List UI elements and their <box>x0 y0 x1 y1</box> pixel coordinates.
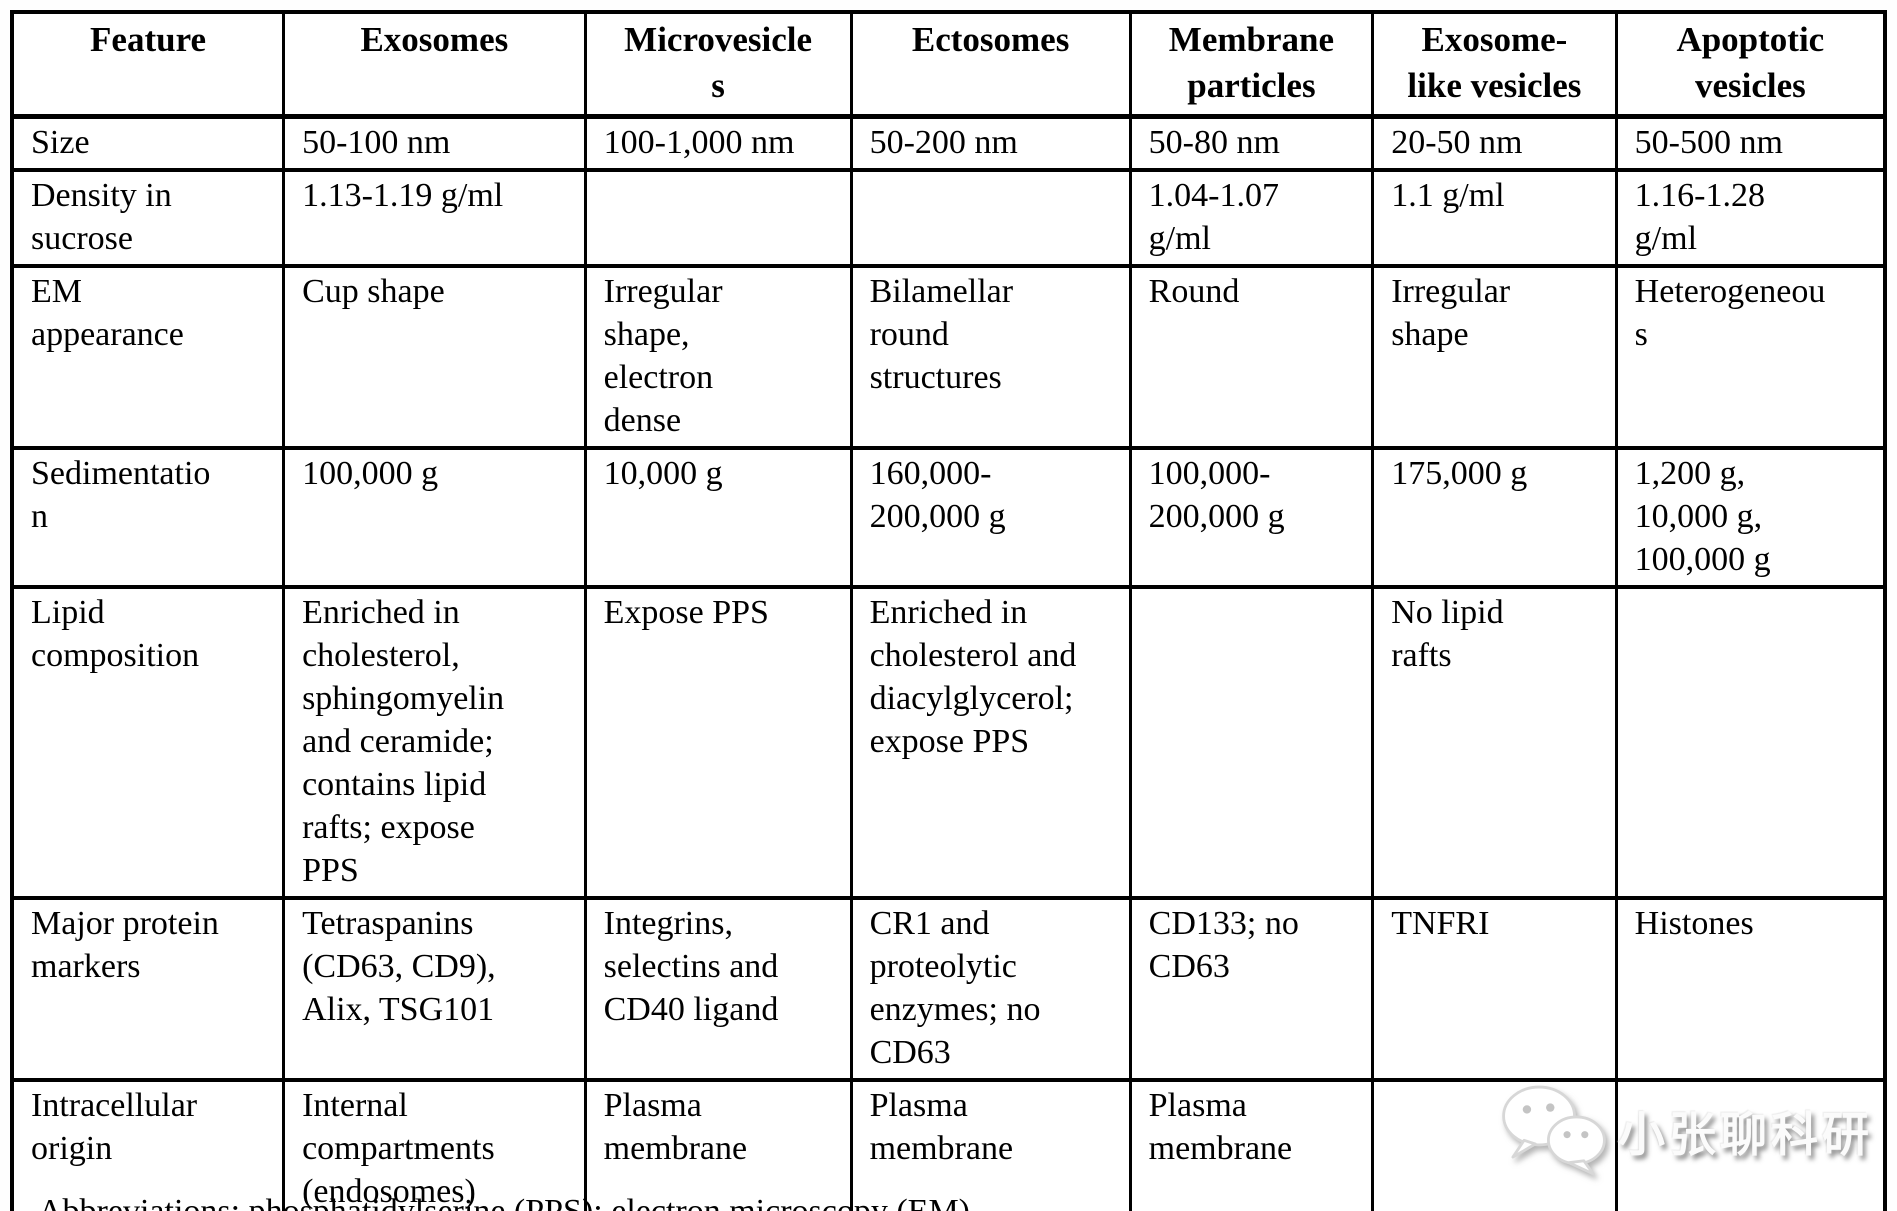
table-cell: Plasma membrane <box>583 1078 853 1211</box>
table-cell <box>583 168 853 268</box>
table-cell: Round <box>1128 264 1375 450</box>
table-cell: No lipid rafts <box>1371 585 1618 900</box>
watermark-text: 小张聊科研 <box>1618 1107 1873 1163</box>
table-cell: Integrins, selectins and CD40 ligand <box>583 896 853 1082</box>
feature-cell: Density in sucrose <box>10 168 286 268</box>
table-cell: 10,000 g <box>583 446 853 589</box>
table-cell: CR1 and proteolytic enzymes; no CD63 <box>849 896 1132 1082</box>
table-cell: 1.16-1.28 g/ml <box>1614 168 1887 268</box>
table-cell: Enriched in cholesterol and diacylglycer… <box>849 585 1132 900</box>
column-header-ectosomes: Ectosomes <box>849 10 1132 119</box>
vesicle-comparison-table: Feature Exosomes Microvesicle s Ectosome… <box>10 10 1887 1211</box>
table-cell: Irregular shape <box>1371 264 1618 450</box>
table-cell: 50-500 nm <box>1614 114 1887 172</box>
feature-cell: Lipid composition <box>10 585 286 900</box>
table-cell: 50-80 nm <box>1128 114 1375 172</box>
table-cell: 175,000 g <box>1371 446 1618 589</box>
table-row-intracellular-origin: Intracellular origin Internal compartmen… <box>10 1078 1887 1211</box>
feature-cell: Major protein markers <box>10 896 286 1082</box>
table-cell: 1,200 g, 10,000 g, 100,000 g <box>1614 446 1887 589</box>
table-row-sedimentation: Sedimentatio n 100,000 g 10,000 g 160,00… <box>10 446 1887 589</box>
wechat-icon <box>1502 1085 1606 1176</box>
table-cell: Enriched in cholesterol, sphingomyelin a… <box>282 585 587 900</box>
column-header-membrane-particles: Membrane particles <box>1128 10 1375 119</box>
column-header-apoptotic-vesicles: Apoptotic vesicles <box>1614 10 1887 119</box>
column-header-microvesicles: Microvesicle s <box>583 10 853 119</box>
table-cell: Plasma membrane <box>1128 1078 1375 1211</box>
table-cell: Irregular shape, electron dense <box>583 264 853 450</box>
table-cell: Heterogeneou s <box>1614 264 1887 450</box>
table-cell: 50-200 nm <box>849 114 1132 172</box>
table-cell: 20-50 nm <box>1371 114 1618 172</box>
header-row: Feature Exosomes Microvesicle s Ectosome… <box>10 10 1887 119</box>
table-cell: Cup shape <box>282 264 587 450</box>
table-cell: 100,000 g <box>282 446 587 589</box>
table-cell: 1.13-1.19 g/ml <box>282 168 587 268</box>
table-row-em-appearance: EM appearance Cup shape Irregular shape,… <box>10 264 1887 450</box>
table-cell: Expose PPS <box>583 585 853 900</box>
table-cell: 1.1 g/ml <box>1371 168 1618 268</box>
column-header-feature: Feature <box>10 10 286 119</box>
column-header-exosome-like-vesicles: Exosome- like vesicles <box>1371 10 1618 119</box>
table-cell: 100,000- 200,000 g <box>1128 446 1375 589</box>
watermark: 小张聊科研 <box>1498 1082 1873 1178</box>
table-row-density: Density in sucrose 1.13-1.19 g/ml 1.04-1… <box>10 168 1887 268</box>
table-cell <box>1614 1078 1887 1211</box>
table-cell: Bilamellar round structures <box>849 264 1132 450</box>
table-cell <box>1128 585 1375 900</box>
table-cell: 1.04-1.07 g/ml <box>1128 168 1375 268</box>
table-cell: CD133; no CD63 <box>1128 896 1375 1082</box>
table-cell: Histones <box>1614 896 1887 1082</box>
table-cell: 100-1,000 nm <box>583 114 853 172</box>
table-cell: Internal compartments (endosomes) <box>282 1078 587 1211</box>
abbreviations-footnote: Abbreviations: phosphatidylserine (PPS);… <box>38 1192 970 1211</box>
table-row-size: Size 50-100 nm 100-1,000 nm 50-200 nm 50… <box>10 114 1887 172</box>
feature-cell: EM appearance <box>10 264 286 450</box>
table-row-lipid-composition: Lipid composition Enriched in cholestero… <box>10 585 1887 900</box>
feature-cell: Size <box>10 114 286 172</box>
table-cell <box>1614 585 1887 900</box>
table-cell: Plasma membrane <box>849 1078 1132 1211</box>
table-cell: Tetraspanins (CD63, CD9), Alix, TSG101 <box>282 896 587 1082</box>
table-row-protein-markers: Major protein markers Tetraspanins (CD63… <box>10 896 1887 1082</box>
column-header-exosomes: Exosomes <box>282 10 587 119</box>
feature-cell: Sedimentatio n <box>10 446 286 589</box>
table-cell: 50-100 nm <box>282 114 587 172</box>
table-cell: TNFRI <box>1371 896 1618 1082</box>
table-cell <box>849 168 1132 268</box>
feature-cell: Intracellular origin <box>10 1078 286 1211</box>
table-cell: 160,000- 200,000 g <box>849 446 1132 589</box>
